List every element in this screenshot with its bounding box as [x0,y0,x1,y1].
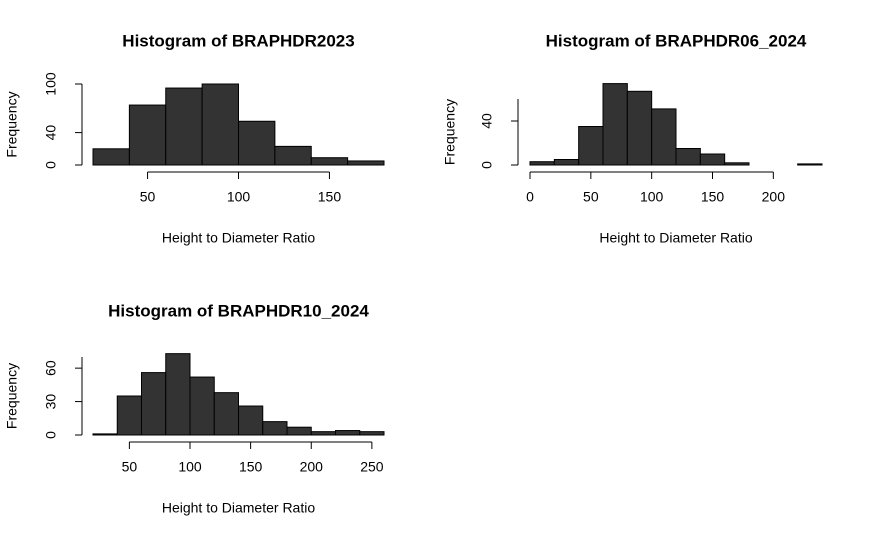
bar [286,426,312,436]
bar [201,83,239,166]
x-tick-label: 100 [178,459,202,475]
bar [213,392,239,436]
chart-title: Histogram of BRAPHDR2023 [122,31,354,50]
x-axis-label: Height to Diameter Ratio [599,230,753,246]
x-tick-label: 0 [526,189,534,205]
bar [262,421,288,436]
bar [553,159,580,166]
bar [310,157,349,166]
x-tick-label: 150 [701,189,725,205]
bar [274,145,312,166]
y-tick-label: 0 [43,431,59,439]
y-tick-label: 40 [43,125,59,141]
x-tick-label: 50 [122,459,138,475]
bar [92,148,130,166]
bar [238,120,276,166]
bar [165,353,191,436]
bar [602,83,628,166]
x-tick-label: 200 [762,189,786,205]
bar [116,395,142,436]
bar [141,372,167,436]
y-tick-label: 30 [43,394,59,410]
bar [310,431,336,436]
bar [675,148,701,166]
y-axis-label: Frequency [4,363,20,429]
y-tick-label: 60 [43,360,59,376]
x-tick-label: 100 [227,189,251,205]
y-tick-label: 40 [479,113,495,129]
bar [529,161,555,166]
bar [335,430,361,436]
y-axis-label: Frequency [4,91,20,157]
x-tick-label: 150 [239,459,263,475]
bar [626,90,653,166]
bar [128,104,167,166]
x-tick-label: 50 [140,189,156,205]
y-tick-label: 0 [43,161,59,169]
bar [578,126,604,166]
y-tick-label: 0 [479,161,495,169]
x-tick-label: 200 [300,459,324,475]
y-tick-label: 100 [43,72,59,96]
bar [699,153,726,166]
x-tick-label: 100 [640,189,664,205]
bar [165,87,203,166]
bar [238,405,264,436]
x-tick-label: 50 [583,189,599,205]
bar [797,163,823,166]
x-tick-label: 150 [318,189,342,205]
x-axis-label: Height to Diameter Ratio [162,500,316,516]
bar [189,376,215,436]
bar [92,433,118,436]
y-axis-label: Frequency [442,99,458,165]
bar [651,108,677,166]
chart-title: Histogram of BRAPHDR06_2024 [546,31,807,50]
bar [359,431,385,436]
bar [347,160,385,166]
x-axis-label: Height to Diameter Ratio [162,230,316,246]
x-tick-label: 250 [360,459,384,475]
bar [724,162,750,166]
chart-title: Histogram of BRAPHDR10_2024 [108,301,369,320]
